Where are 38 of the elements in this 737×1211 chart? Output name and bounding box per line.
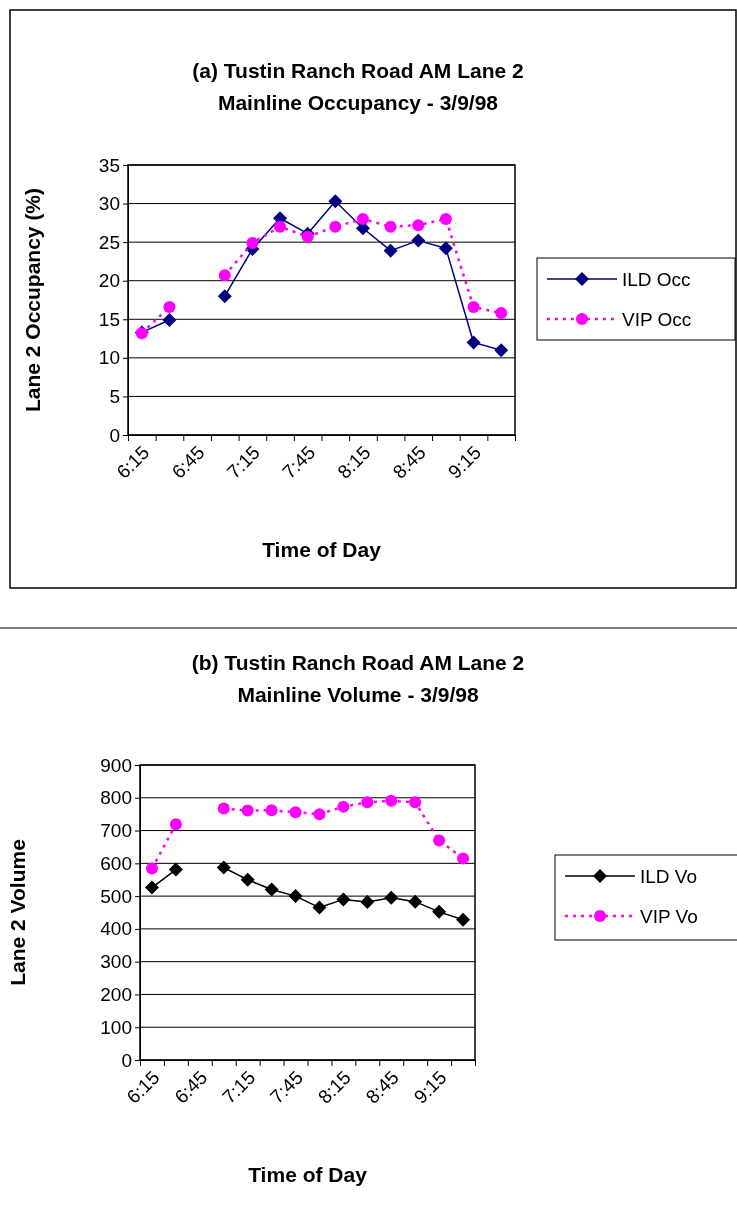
x-tick-label: 8:15 <box>333 441 375 483</box>
y-tick-label: 25 <box>98 231 120 253</box>
x-axis-title: Time of Day <box>262 538 382 561</box>
y-tick-label: 10 <box>98 347 120 369</box>
chart-title: (a) Tustin Ranch Road AM Lane 2 Mainline Occupancy - 3/9/98 <box>192 59 524 114</box>
legend-label: ILD Vo <box>640 865 698 887</box>
y-tick-label: 20 <box>98 270 120 292</box>
y-tick-label: 5 <box>109 386 120 408</box>
y-tick-label: 300 <box>100 951 132 973</box>
y-tick-label: 400 <box>100 918 132 940</box>
x-tick-label: 7:15 <box>218 1066 260 1108</box>
legend-label: ILD Occ <box>622 268 691 290</box>
y-tick-label: 900 <box>100 754 132 776</box>
x-tick-label: 7:15 <box>222 441 264 483</box>
x-axis-title: Time of Day <box>248 1163 368 1186</box>
x-tick-label: 8:15 <box>313 1066 355 1108</box>
y-tick-label: 15 <box>98 308 120 330</box>
y-tick-label: 800 <box>100 787 132 809</box>
y-tick-label: 35 <box>98 154 120 176</box>
legend-label: VIP Occ <box>622 308 692 330</box>
y-axis-title: Lane 2 Volume <box>6 839 29 986</box>
y-tick-label: 30 <box>98 193 120 215</box>
x-tick-label: 6:45 <box>167 441 209 483</box>
chart-title: (b) Tustin Ranch Road AM Lane 2 Mainline Volume - 3/9/98 <box>191 651 525 706</box>
y-tick-label: 500 <box>100 885 132 907</box>
y-tick-label: 100 <box>100 1016 132 1038</box>
x-tick-label: 6:45 <box>170 1066 212 1108</box>
x-tick-label: 9:15 <box>444 441 486 483</box>
y-tick-label: 700 <box>100 820 132 842</box>
y-axis-title: Lane 2 Occupancy (%) <box>21 187 44 413</box>
x-tick-label: 8:45 <box>361 1066 403 1108</box>
legend-label: VIP Vo <box>640 905 698 927</box>
x-tick-label: 8:45 <box>388 441 430 483</box>
y-tick-label: 200 <box>100 984 132 1006</box>
x-tick-label: 7:45 <box>278 441 320 483</box>
x-tick-label: 7:45 <box>266 1066 308 1108</box>
y-tick-label: 600 <box>100 852 132 874</box>
x-tick-label: 9:15 <box>409 1066 451 1108</box>
